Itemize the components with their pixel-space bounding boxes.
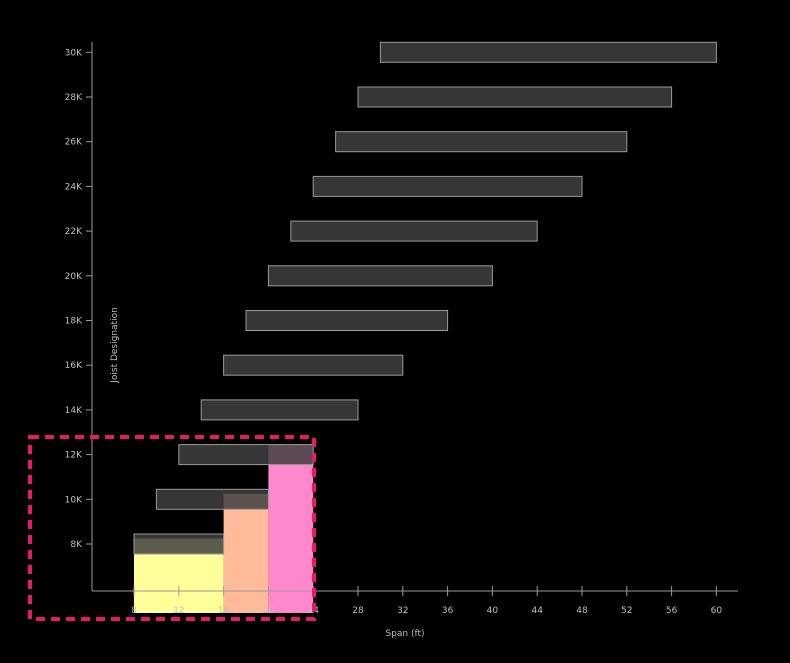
y-axis-title: Joist Designation [110, 307, 120, 384]
x-tick-label-44: 44 [531, 606, 543, 616]
x-tick-label-28: 28 [352, 606, 364, 616]
highlight-region-2 [268, 444, 314, 613]
axes [86, 42, 738, 596]
y-tick-label-10k: 10K [65, 495, 83, 505]
bar-14k [200, 399, 359, 421]
x-tick-label-52: 52 [621, 606, 632, 616]
bar-26k [335, 131, 628, 153]
y-tick-label-20k: 20K [65, 272, 83, 282]
y-tick-label-24k: 24K [65, 182, 83, 192]
y-tick-label-28k: 28K [65, 93, 83, 103]
x-tick-label-56: 56 [666, 606, 678, 616]
x-tick-label-48: 48 [576, 606, 588, 616]
highlight-box [28, 435, 316, 621]
x-axis-title: Span (ft) [385, 629, 424, 639]
x-tick-label-8: 8 [131, 606, 137, 616]
y-tick-label-12k: 12K [65, 451, 83, 461]
x-tick-label-16: 16 [218, 606, 230, 616]
bar-24k [312, 175, 583, 197]
x-tick-label-12: 12 [173, 606, 184, 616]
bar-18k [245, 310, 449, 331]
tick-labels: 8 12 16 20 24 28 32 36 40 44 48 52 56 608K10K12K14K16… [65, 48, 723, 616]
y-tick-label-8k: 8K [70, 540, 83, 550]
bar-8k [133, 533, 225, 555]
y-tick-label-30k: 30K [65, 48, 83, 58]
y-tick-label-16k: 16K [65, 361, 83, 371]
bar-12k [178, 444, 314, 466]
y-tick-label-26k: 26K [65, 138, 83, 148]
bar-20k [267, 265, 493, 287]
highlight-region-1 [223, 493, 269, 613]
x-tick-label-20: 20 [263, 606, 275, 616]
bar-22k [290, 220, 538, 242]
bar-28k [357, 86, 673, 108]
x-tick-label-60: 60 [711, 606, 723, 616]
y-tick-label-22k: 22K [65, 227, 83, 237]
span-bars [133, 41, 717, 555]
bar-30k [379, 41, 717, 63]
x-tick-label-32: 32 [397, 606, 408, 616]
y-tick-label-18k: 18K [65, 317, 83, 327]
x-tick-label-36: 36 [442, 606, 454, 616]
x-tick-label-40: 40 [487, 606, 499, 616]
bar-10k [155, 488, 269, 510]
bar-16k [223, 354, 404, 376]
y-tick-label-14k: 14K [65, 406, 83, 416]
